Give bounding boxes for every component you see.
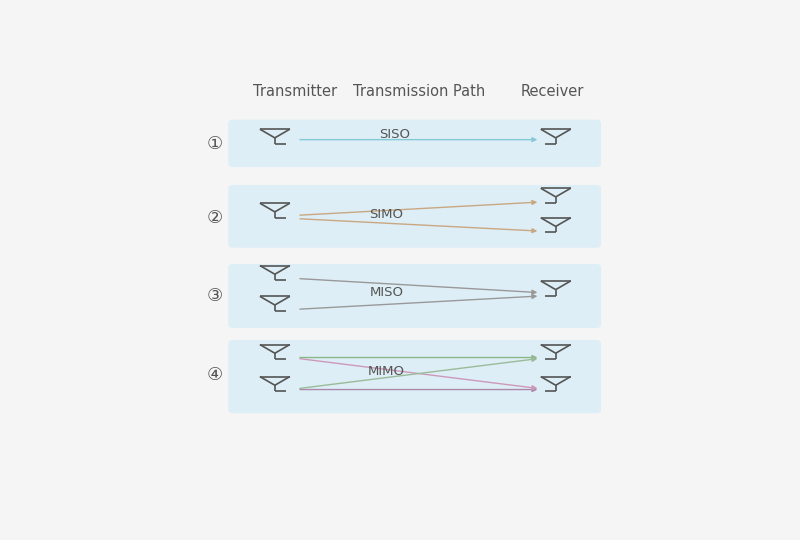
Text: ②: ②	[206, 209, 222, 227]
FancyBboxPatch shape	[228, 185, 601, 248]
Text: Receiver: Receiver	[521, 84, 584, 99]
Text: Transmission Path: Transmission Path	[353, 84, 486, 99]
Text: ③: ③	[206, 287, 222, 305]
Text: MIMO: MIMO	[368, 364, 405, 378]
FancyBboxPatch shape	[228, 120, 601, 167]
Text: SISO: SISO	[379, 128, 410, 141]
Text: MISO: MISO	[370, 286, 403, 299]
Text: ④: ④	[206, 367, 222, 384]
Text: Transmitter: Transmitter	[254, 84, 338, 99]
FancyBboxPatch shape	[228, 264, 601, 328]
Text: SIMO: SIMO	[370, 208, 403, 221]
FancyBboxPatch shape	[228, 340, 601, 413]
Text: ①: ①	[206, 135, 222, 153]
